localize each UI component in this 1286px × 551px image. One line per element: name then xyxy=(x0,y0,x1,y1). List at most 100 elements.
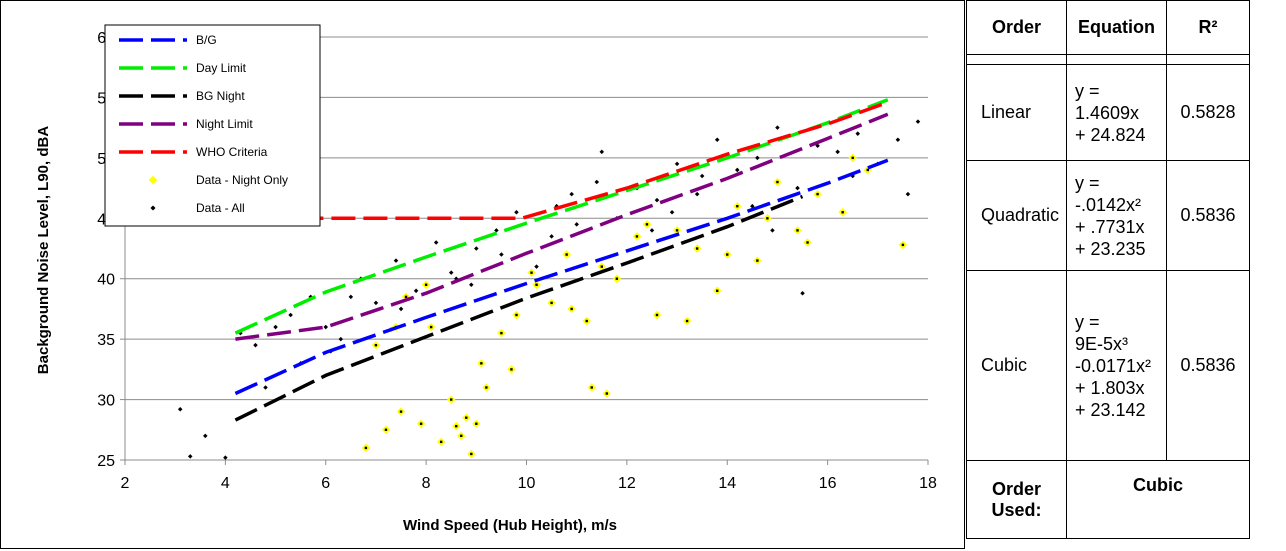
point-all xyxy=(855,131,861,136)
point-night-core xyxy=(585,319,588,323)
header-order: Order xyxy=(966,0,1067,55)
equation-line: y = xyxy=(1075,172,1100,193)
y-tick-label: 40 xyxy=(97,272,115,289)
equation-line: -.0142x² xyxy=(1075,194,1142,215)
y-tick-label: 25 xyxy=(97,453,115,470)
point-night-core xyxy=(565,253,568,256)
point-all xyxy=(223,455,228,460)
point-all xyxy=(915,119,921,124)
point-all xyxy=(203,433,208,439)
table-row-linear: Linear y = 1.4609x + 24.824 0.5828 xyxy=(966,64,1250,161)
point-all xyxy=(413,288,419,294)
table-row-used: Order Used: Cubic xyxy=(966,460,1250,539)
legend-swatch xyxy=(148,175,158,185)
point-night-core xyxy=(384,428,388,431)
point-all xyxy=(187,454,193,459)
point-night-core xyxy=(460,434,463,438)
equation-line: + .7731x xyxy=(1075,216,1145,237)
series-layer xyxy=(177,98,921,460)
legend-label: Data - All xyxy=(196,201,245,215)
point-all xyxy=(549,234,554,239)
point-night-core xyxy=(655,313,659,317)
legend-label: WHO Criteria xyxy=(196,145,268,159)
x-tick-label: 4 xyxy=(221,475,230,492)
x-tick-label: 14 xyxy=(718,475,736,492)
point-night-core xyxy=(399,410,403,413)
point-night-core xyxy=(535,283,538,286)
x-tick-label: 8 xyxy=(422,475,431,492)
point-night-core xyxy=(515,313,518,317)
point-night-core xyxy=(450,398,453,401)
point-all xyxy=(338,336,344,342)
point-all xyxy=(770,228,775,233)
point-all xyxy=(714,137,720,142)
r2-cell: 0.5836 xyxy=(1166,270,1250,461)
equation-line: y = xyxy=(1075,80,1100,101)
equation-cell: y = 9E-5x³ -0.0171x² + 1.803x + 23.142 xyxy=(1066,270,1167,461)
x-tick-label: 12 xyxy=(618,475,636,492)
point-all xyxy=(674,161,680,167)
point-night-core xyxy=(675,229,679,232)
x-tick-label: 10 xyxy=(518,475,536,492)
point-night-core xyxy=(500,331,503,335)
equation-line: + 24.824 xyxy=(1075,124,1146,145)
legend-label: Night Limit xyxy=(196,117,253,131)
point-all xyxy=(348,294,354,300)
point-night-core xyxy=(605,392,608,395)
point-all xyxy=(288,312,293,318)
point-all xyxy=(795,185,800,191)
point-night-core xyxy=(510,368,513,371)
point-night-core xyxy=(806,241,809,244)
series-line-b-g xyxy=(234,158,889,396)
point-all xyxy=(433,240,439,245)
order-cell: Cubic xyxy=(966,270,1067,461)
r2-cell: 0.5836 xyxy=(1166,160,1250,271)
point-night-core xyxy=(685,319,689,323)
chart-frame xyxy=(0,0,965,549)
header-r2: R² xyxy=(1166,0,1250,55)
point-night-core xyxy=(429,325,433,329)
point-all xyxy=(373,300,379,306)
point-night-core xyxy=(480,362,483,365)
point-night-core xyxy=(866,168,869,172)
point-all xyxy=(694,191,700,197)
equation-line: -0.0171x² xyxy=(1075,355,1152,376)
point-all xyxy=(649,228,655,233)
point-night-core xyxy=(465,416,468,419)
order-cell: Quadratic xyxy=(966,160,1067,271)
point-all xyxy=(699,173,705,179)
point-night-core xyxy=(364,446,368,450)
point-all xyxy=(499,252,504,257)
point-night-core xyxy=(530,271,533,274)
point-night-core xyxy=(796,229,799,232)
x-tick-label: 2 xyxy=(121,475,130,492)
point-all xyxy=(905,191,911,197)
point-all xyxy=(469,282,474,288)
point-night-core xyxy=(736,205,739,208)
point-night-core xyxy=(590,386,593,389)
x-tick-label: 18 xyxy=(919,475,937,492)
order-used-value: Cubic xyxy=(1066,460,1250,539)
regression-table: Order Equation R² Linear y = 1.4609x + 2… xyxy=(966,0,1250,539)
x-tick-label: 6 xyxy=(321,475,330,492)
point-night-core xyxy=(716,289,719,292)
point-all xyxy=(835,149,840,155)
y-tick-label: 30 xyxy=(97,393,115,410)
point-all xyxy=(669,209,675,215)
point-all xyxy=(393,258,399,263)
r2-cell: 0.5828 xyxy=(1166,64,1250,161)
point-all xyxy=(735,167,740,173)
point-all xyxy=(574,222,579,227)
equation-line: + 1.803x xyxy=(1075,377,1145,398)
table-row-cubic: Cubic y = 9E-5x³ -0.0171x² + 1.803x + 23… xyxy=(966,270,1250,461)
equation-cell: y = -.0142x² + .7731x + 23.235 xyxy=(1066,160,1167,271)
equation-line: 9E-5x³ xyxy=(1075,333,1129,354)
legend-label: BG Night xyxy=(196,89,245,103)
point-night-core xyxy=(756,259,759,262)
y-tick-label: 35 xyxy=(97,332,115,349)
point-all xyxy=(895,137,901,142)
point-night-core xyxy=(485,386,488,389)
legend-swatch xyxy=(150,205,156,211)
point-all xyxy=(534,264,539,269)
point-night-core xyxy=(374,343,378,347)
